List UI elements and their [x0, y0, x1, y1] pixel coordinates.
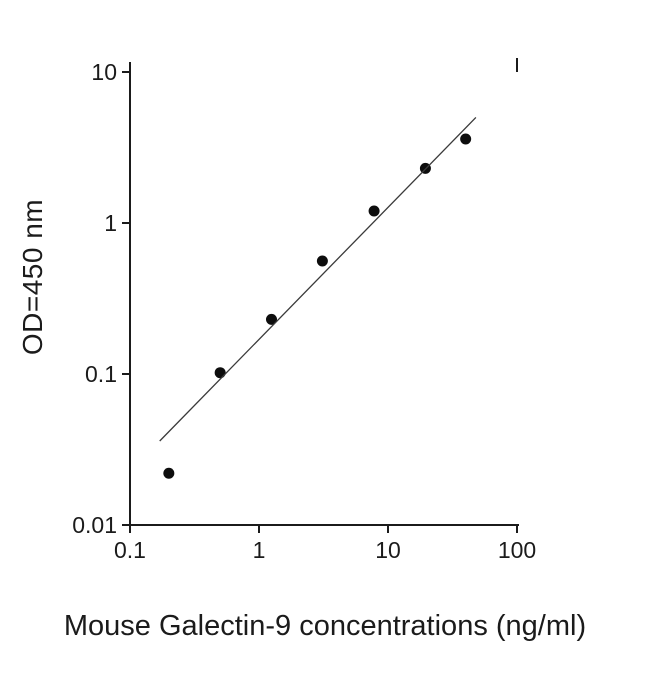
x-axis-title: Mouse Galectin-9 concentrations (ng/ml) [63, 610, 587, 642]
trend-line [159, 117, 477, 442]
data-point [316, 255, 328, 267]
x-axis-tick-label: 1 [253, 537, 266, 563]
y-axis-tick-label: 10 [91, 59, 117, 85]
x-axis-tick-label: 0.1 [114, 537, 146, 563]
data-point [460, 133, 472, 145]
data-point [266, 313, 278, 325]
data-point [368, 205, 380, 217]
y-axis-title: OD=450 nm [17, 198, 48, 356]
x-axis-tick-label: 10 [375, 537, 401, 563]
data-point [163, 467, 175, 479]
y-axis-tick-label: 0.1 [85, 361, 117, 387]
y-axis-tick-label: 1 [104, 210, 117, 236]
x-axis-tick-label: 100 [498, 537, 536, 563]
data-point [214, 367, 226, 379]
y-axis-tick-label: 0.01 [72, 512, 117, 538]
